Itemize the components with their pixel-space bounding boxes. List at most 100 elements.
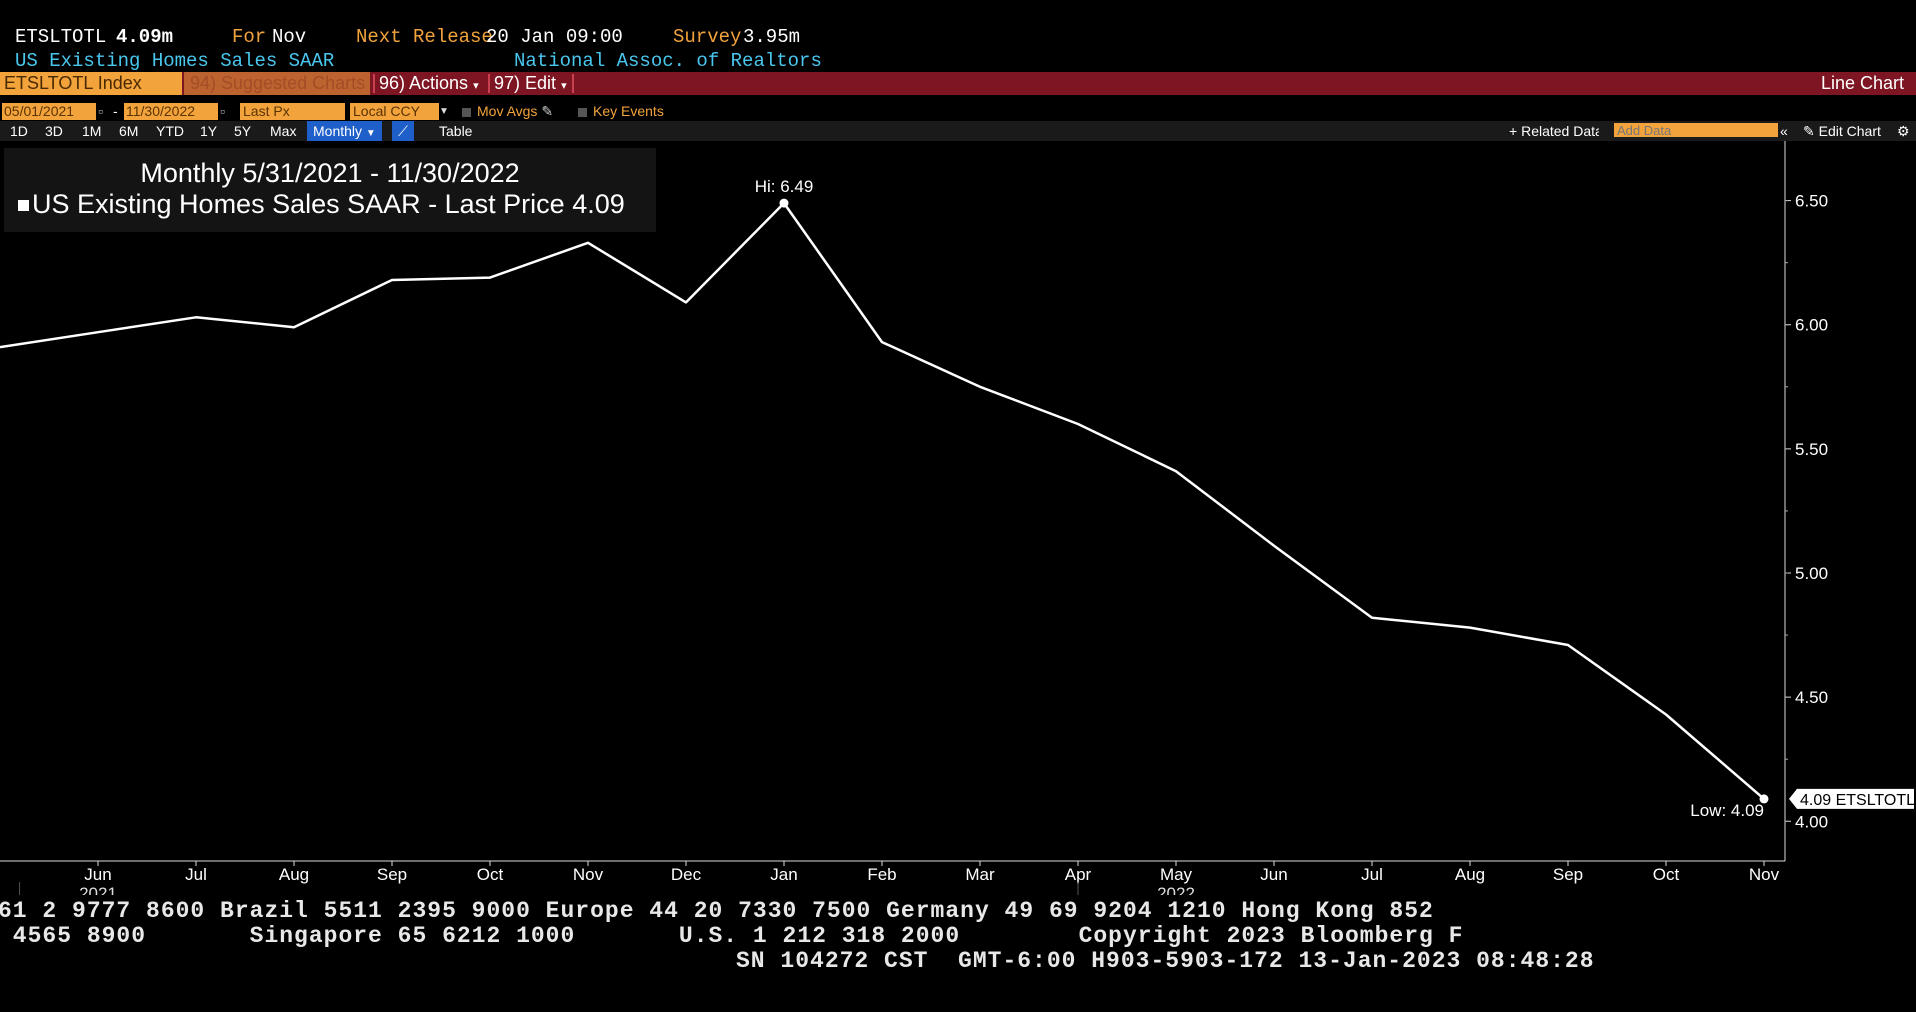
legend-title: Monthly 5/31/2021 - 11/30/2022 [140, 158, 520, 188]
field-select[interactable]: Last Px [240, 103, 345, 120]
ticker-line-1: 61 2 9777 8600 Brazil 5511 2395 9000 Eur… [0, 898, 1434, 924]
period-1y[interactable]: 1Y [200, 123, 218, 139]
pencil-icon[interactable]: ✎ [541, 103, 554, 119]
period-1m[interactable]: 1M [82, 123, 102, 139]
x-axis: Jun Jul Aug Sep Oct Nov Dec Jan Feb Mar Apr May Jun J… [0, 860, 1785, 895]
line-chart-icon[interactable]: ⟋ [392, 121, 414, 141]
command-toolbar: ETSLTOTL Index 94) Suggested Charts 96) … [0, 72, 1916, 95]
y-tick-label: 6.00 [1795, 316, 1828, 335]
x-tick-label: May [1160, 865, 1193, 884]
ticker-line-3: SN 104272 CST GMT-6:00 H903-5903-172 13-… [736, 948, 1595, 974]
mov-avgs-toggle[interactable]: Mov Avgs ✎ [462, 103, 553, 120]
chevron-down-icon[interactable]: ▼ [439, 106, 449, 117]
period-6m[interactable]: 6M [119, 123, 139, 139]
period-1d[interactable]: 1D [10, 123, 28, 139]
legend-series-label: US Existing Homes Sales SAAR - Last Pric… [32, 189, 565, 219]
for-value: Nov [272, 26, 307, 48]
period-5y[interactable]: 5Y [234, 123, 252, 139]
last-value-tag [1789, 788, 1914, 809]
x-tick-label: Jul [1361, 865, 1383, 884]
x-tick-label: Aug [1455, 865, 1485, 884]
key-events-label: Key Events [593, 103, 664, 119]
chevron-down-icon: ▾ [561, 80, 567, 92]
y-tick-label: 5.50 [1795, 440, 1828, 459]
x-tick-label: Sep [377, 865, 407, 884]
checkbox-icon[interactable] [578, 107, 587, 117]
add-data-input[interactable] [1614, 123, 1778, 137]
start-date-field[interactable]: 05/01/2021 [2, 103, 96, 120]
next-release-value: 20 Jan 09:00 [486, 26, 623, 48]
mov-avgs-label: Mov Avgs [477, 103, 538, 119]
edit-chart-label: Edit Chart [1818, 123, 1881, 139]
ticker-line-2: 4565 8900 Singapore 65 6212 1000 U.S. 1 … [0, 923, 1464, 949]
data-source: National Assoc. of Realtors [514, 50, 822, 72]
frequency-select[interactable]: Monthly ▼ [307, 121, 382, 141]
survey-label: Survey [673, 26, 742, 48]
gear-icon[interactable]: ⚙ [1897, 123, 1910, 139]
currency-select[interactable]: Local CCY [350, 103, 439, 120]
chevron-down-icon: ▾ [473, 80, 479, 92]
period-max[interactable]: Max [270, 123, 297, 139]
chevron-down-icon: ▼ [365, 128, 376, 139]
calendar-icon[interactable]: ▫ [98, 103, 103, 119]
next-release-label: Next Release [356, 26, 493, 48]
table-button[interactable]: Table [439, 123, 473, 139]
series-description: US Existing Homes Sales SAAR [15, 50, 335, 72]
related-data-label: Related Data [1521, 123, 1600, 139]
plot-area: Hi: 6.49 Low: 4.09 4.09 ETSLTOTL [0, 177, 1915, 820]
x-tick-label: Jun [84, 865, 111, 884]
series-line [0, 201, 1765, 800]
calendar-icon[interactable]: ▫ [220, 103, 225, 119]
x-tick-label: Oct [1653, 865, 1680, 884]
line-chart: 6.50 6.00 5.50 5.00 4.50 4.00 Jun Jul Aug Sep Oct… [0, 141, 1915, 895]
last-value: 4.09m [116, 26, 174, 48]
edit-menu[interactable]: 97) Edit ▾ [494, 72, 567, 95]
related-data-button[interactable]: + Related Data [1509, 121, 1599, 141]
x-tick-label: Aug [279, 865, 309, 884]
hi-label: Hi: 6.49 [755, 177, 814, 196]
actions-menu[interactable]: 96) Actions ▾ [379, 72, 479, 95]
x-tick-label: Mar [965, 865, 995, 884]
pencil-icon: ✎ [1803, 123, 1815, 139]
x-tick-label: Jun [1260, 865, 1287, 884]
y-tick-label: 6.50 [1795, 192, 1828, 211]
y-tick-label: 5.00 [1795, 564, 1828, 583]
x-tick-label: Dec [671, 865, 702, 884]
x-tick-label: Nov [573, 865, 604, 884]
survey-value: 3.95m [743, 26, 801, 48]
year-label: 2021 [79, 884, 117, 895]
y-axis: 6.50 6.00 5.50 5.00 4.50 4.00 [1784, 141, 1828, 861]
series-swatch [18, 200, 29, 212]
for-label: For [232, 26, 267, 48]
chart-legend: Monthly 5/31/2021 - 11/30/2022 US Existi… [4, 148, 656, 232]
legend-series-value: 4.09 [572, 189, 625, 219]
y-tick-label: 4.50 [1795, 688, 1828, 707]
suggested-charts-button[interactable]: 94) Suggested Charts [184, 72, 370, 95]
x-tick-label: Nov [1749, 865, 1780, 884]
last-value-tag-label: 4.09 ETSLTOTL [1800, 792, 1915, 809]
actions-label: 96) Actions [379, 73, 469, 93]
plus-icon: + [1509, 123, 1518, 139]
x-tick-label: Feb [867, 865, 896, 884]
y-tick-label: 4.00 [1795, 812, 1828, 831]
edit-chart-button[interactable]: ✎ Edit Chart [1803, 121, 1881, 141]
ticker-symbol: ETSLTOTL [15, 26, 107, 48]
x-tick-label: Oct [477, 865, 504, 884]
period-ytd[interactable]: YTD [156, 123, 184, 139]
collapse-icon[interactable]: « [1780, 123, 1788, 139]
security-field[interactable]: ETSLTOTL Index [0, 72, 182, 95]
checkbox-icon[interactable] [462, 107, 471, 117]
period-toolbar: 1D 3D 1M 6M YTD 1Y 5Y Max Monthly ▼ ⟋ Ta… [0, 121, 1916, 141]
frequency-label: Monthly [313, 123, 363, 139]
date-separator: - [113, 103, 118, 119]
period-3d[interactable]: 3D [45, 123, 63, 139]
low-label: Low: 4.09 [1690, 801, 1764, 820]
key-events-toggle[interactable]: Key Events [578, 103, 664, 120]
edit-label: 97) Edit [494, 73, 557, 93]
security-header: ETSLTOTL 4.09m For Nov Next Release 20 J… [0, 0, 1916, 72]
hi-point [779, 198, 789, 208]
end-date-field[interactable]: 11/30/2022 [124, 103, 218, 120]
contact-ticker: 61 2 9777 8600 Brazil 5511 2395 9000 Eur… [0, 895, 1916, 980]
chart-controls: 05/01/2021 ▫ - 11/30/2022 ▫ Last Px Loca… [0, 101, 1916, 121]
chart-type-label[interactable]: Line Chart [1820, 73, 1904, 93]
